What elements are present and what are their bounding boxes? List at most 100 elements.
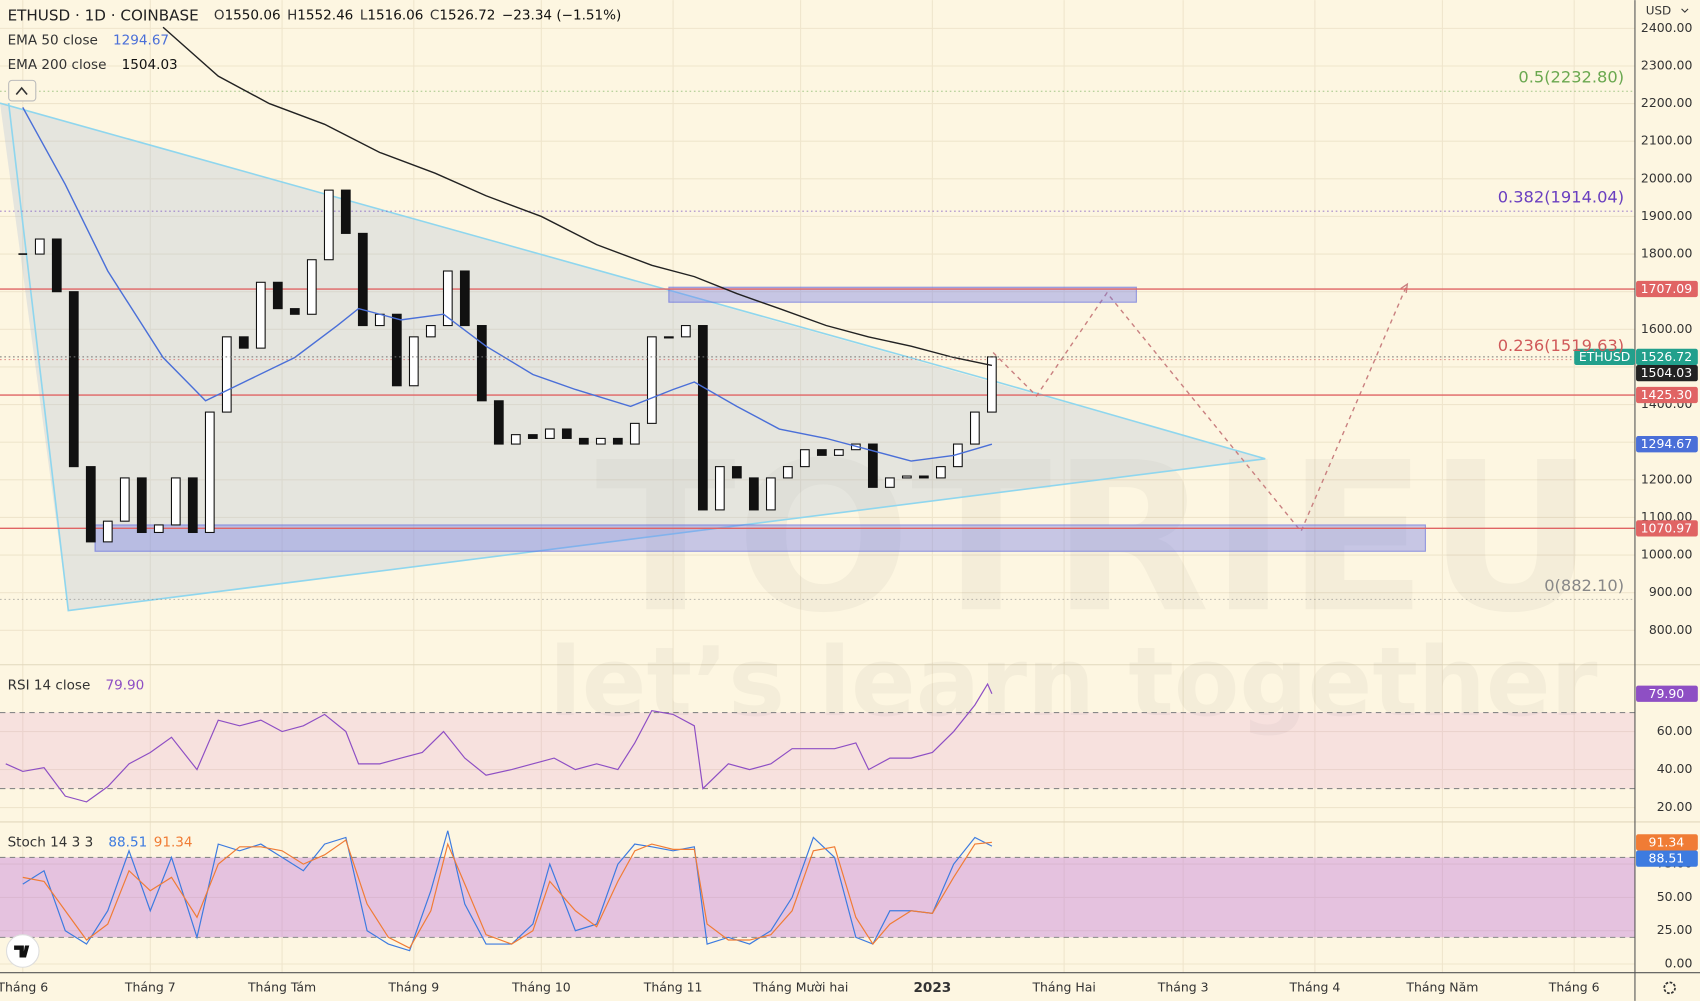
y-tick-label: 60.00 [1657,723,1693,738]
legend-value: 1294.67 [113,32,169,48]
ema-badge-label: 1294.67 [1641,436,1693,451]
band [0,712,1635,789]
x-tick-label: Tháng Hai [1031,979,1095,994]
indicator-legend: Stoch 14 3 3 88.51 91.34 [8,835,193,851]
candle [85,466,96,543]
ohlc-value: 1552.46 [297,7,353,23]
y-tick-label: 1800.00 [1641,246,1693,261]
y-tick-label: 2000.00 [1641,170,1693,185]
collapse-button[interactable] [8,79,37,102]
candle [272,281,283,310]
candle [731,466,742,479]
level-badge-label: 1070.97 [1641,520,1693,535]
candle [442,270,453,327]
x-tick-label: Tháng Năm [1405,979,1478,994]
change: −23.34 (−1.51%) [502,7,621,23]
candle [561,428,572,439]
forecast-path [992,283,1408,533]
candle [187,477,198,534]
indicator-badge [1636,850,1698,867]
x-tick-label: Tháng 3 [1157,979,1209,994]
legend-name: EMA 200 close [8,57,107,73]
indicator-legend: RSI 14 close 79.90 [8,677,145,693]
candle [629,422,640,445]
candle [714,466,725,511]
y-tick-label: 1900.00 [1641,208,1693,223]
level-badge [1636,520,1698,537]
legend-name: EMA 50 close [8,32,98,48]
ohlc-key: C [430,7,439,23]
grid [0,0,1700,973]
indicator-badge [1636,834,1698,851]
symbol-badge-label: ETHUSD [1579,349,1630,364]
ohlc-key: O [214,7,225,23]
indicator-legend: EMA 50 close 1294.67 [8,32,169,48]
candle [221,336,232,413]
legend-value: 79.90 [106,677,145,693]
x-tick-label: Tháng Mười hai [752,979,849,994]
candle [357,232,368,327]
legend-value: 1504.03 [122,57,178,73]
candle [901,475,912,479]
candle [323,189,334,261]
candle [51,238,62,293]
ema-badge [1636,365,1698,382]
level-badge [1636,280,1698,298]
indicator-legend: EMA 200 close 1504.03 [8,57,178,73]
legend-name: RSI 14 close [8,677,91,693]
candle [476,325,487,402]
candle [578,437,589,445]
fib-label: 0.5(2232.80) [1518,68,1624,87]
indicator-badge-label: 88.51 [1649,851,1685,866]
candle [527,434,538,439]
settings-button[interactable] [1663,981,1676,995]
level-badge-label: 1425.30 [1641,387,1693,402]
fib-label: 0.236(1519.63) [1498,336,1624,355]
indicator-badge-label: 91.34 [1649,834,1685,849]
candle [646,336,657,424]
y-tick-label: 800.00 [1649,622,1693,637]
candle [782,466,793,479]
y-tick-label: 50.00 [1657,889,1693,904]
y-tick-label: 1100.00 [1641,509,1693,524]
candle [136,477,147,534]
indicator-badge-label: 79.90 [1649,686,1685,701]
indicator-line [22,839,992,949]
rsi-panel [0,682,1635,803]
y-tick-label: 2100.00 [1641,133,1693,148]
y-tick-label: 2200.00 [1641,95,1693,110]
x-tick-label: Tháng 7 [124,979,176,994]
candle [306,259,317,315]
candle [34,238,45,255]
currency-caret [1681,8,1689,13]
y-tick-label: 1600.00 [1641,321,1693,336]
ohlc-key: L [360,7,368,23]
candle [544,428,555,439]
candle [102,520,113,543]
candle [119,477,130,522]
stoch-panel [0,830,1635,952]
candle [867,443,878,488]
x-tick-label: Tháng 4 [1288,979,1340,994]
ema-line [22,107,993,462]
candle [510,434,521,445]
currency-label: USD [1646,3,1671,17]
candle [748,477,759,511]
x-tick-label: Tháng 10 [511,979,571,994]
x-tick-label: Tháng 9 [387,979,439,994]
candle [68,291,79,468]
candle [884,477,895,488]
candle [663,336,674,339]
logo-mark [14,945,30,958]
band [0,857,1635,938]
fib-label: 0.382(1914.04) [1498,188,1624,207]
zone [668,286,1137,303]
fib-label: 0(882.10) [1544,576,1624,595]
candle [799,449,810,468]
price-panel [0,26,1635,612]
legend-name: Stoch 14 3 3 [8,835,94,851]
candle [391,313,402,387]
